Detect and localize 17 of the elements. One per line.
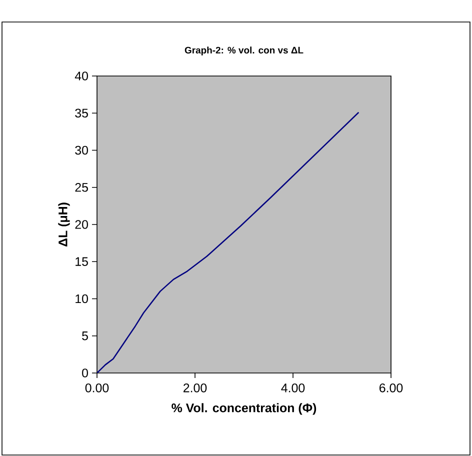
line-series [97, 112, 360, 373]
y-tick-label: 25 [75, 182, 88, 192]
x-tick-label: 2.00 [184, 384, 207, 392]
x-tick-label: 0.00 [85, 384, 109, 392]
y-tick-label: 35 [75, 108, 88, 118]
y-tick-label: 30 [75, 146, 88, 155]
y-tick-label: 40 [74, 72, 88, 80]
x-tick-label: 6.00 [380, 384, 403, 392]
y-tick-label: 10 [76, 294, 88, 304]
x-axis-title: % Vol. concentration (Φ) [172, 403, 316, 415]
x-tick-label: 4.00 [281, 384, 305, 392]
y-tick-label: 20 [75, 220, 88, 229]
chart-title: Graph-2: % vol. con vs ΔL [184, 46, 304, 56]
y-axis-title: ΔL (μH) [58, 202, 70, 246]
y-tick-label: 0 [82, 368, 88, 378]
y-tick-label: 5 [82, 332, 88, 340]
y-tick-label: 15 [76, 257, 88, 266]
